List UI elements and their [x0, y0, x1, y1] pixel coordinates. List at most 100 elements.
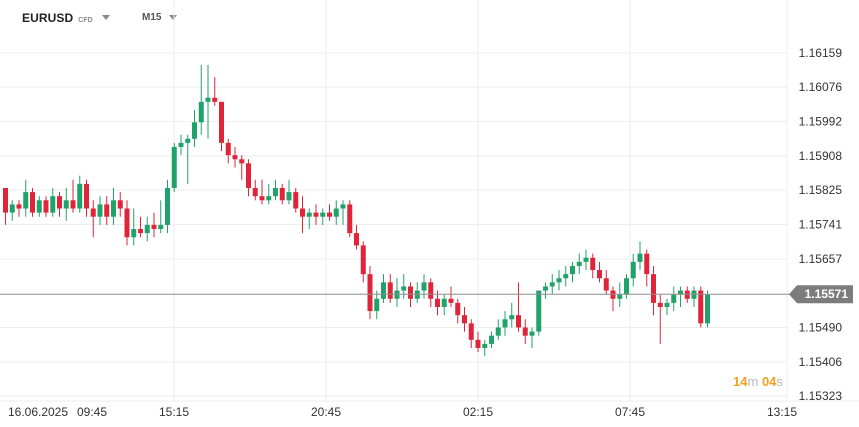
candle-body [617, 294, 623, 299]
candle-body [63, 200, 69, 209]
candle-body [651, 274, 656, 303]
candle-body [705, 294, 710, 324]
symbol-selector[interactable]: EURUSD CFD [22, 11, 110, 25]
y-tick-label: 1.16076 [799, 80, 843, 94]
candle [286, 179, 292, 205]
candle-body [637, 253, 643, 262]
candle [158, 200, 164, 234]
candle [57, 192, 62, 217]
y-tick-label: 1.15825 [799, 183, 843, 197]
candle [198, 64, 204, 135]
candle-body [522, 327, 528, 336]
candle-body [556, 278, 562, 283]
candle-body [9, 204, 15, 213]
candle [448, 286, 454, 307]
candle [556, 270, 562, 291]
countdown-seconds-unit: s [776, 374, 783, 389]
candle [495, 319, 501, 340]
chart-toolbar: EURUSD CFD M15 [0, 0, 859, 34]
candle [462, 306, 467, 332]
candle [16, 200, 22, 217]
candle [570, 261, 575, 283]
candle-body [266, 196, 272, 201]
candle [421, 274, 427, 299]
candle [205, 64, 211, 139]
candle-body [664, 302, 670, 307]
candle-body [131, 229, 137, 238]
candle [671, 286, 677, 312]
x-tick-label: 09:45 [77, 405, 107, 419]
candle-body [421, 282, 427, 291]
candle [705, 290, 710, 328]
candle-body [435, 298, 440, 307]
candle-body [57, 196, 62, 209]
candle [300, 196, 305, 234]
y-tick-label: 1.16159 [799, 46, 843, 60]
candle-body [84, 183, 89, 209]
countdown-seconds: 04 [761, 374, 777, 389]
candle-body [212, 97, 218, 102]
candle-body [144, 224, 150, 234]
chevron-down-icon [101, 15, 110, 20]
candle-body [536, 290, 542, 332]
candle [212, 77, 218, 106]
candle-body [273, 187, 278, 197]
candle [219, 101, 224, 152]
candle [441, 294, 447, 316]
candle-body [90, 208, 96, 217]
candle-body [3, 187, 8, 213]
candle-body [171, 146, 177, 188]
candle [50, 187, 56, 217]
candle [401, 274, 407, 299]
candle-body [448, 298, 454, 303]
candle [3, 187, 8, 225]
candle-body [408, 286, 413, 299]
candle [347, 200, 353, 238]
candle [252, 179, 258, 201]
candle-body [306, 212, 312, 217]
candle-body [185, 138, 191, 143]
candle-body [475, 339, 481, 348]
candle-body [462, 315, 467, 324]
timeframe-selector[interactable]: M15 [142, 12, 178, 23]
candle-body [198, 101, 204, 123]
candle [367, 265, 373, 320]
candle-body [678, 290, 683, 295]
countdown-minutes-unit: m [747, 374, 759, 389]
candle-body [401, 286, 407, 291]
candle-body [158, 224, 164, 230]
time-axis: 16.06.2025 09:45 15:15 20:45 02:15 07:45 13:15 [8, 405, 797, 419]
candle-body [97, 204, 103, 217]
candle [138, 216, 143, 238]
candle [516, 282, 521, 332]
candle [374, 290, 380, 320]
candle [273, 179, 278, 201]
candle [313, 204, 319, 225]
candle-body [104, 204, 110, 217]
candle [529, 327, 535, 348]
candle-body [117, 200, 123, 209]
candle-series [3, 64, 710, 357]
candle-body [381, 282, 386, 299]
candle-body [151, 224, 157, 230]
candle [43, 196, 49, 217]
candle-body [428, 282, 434, 299]
candle-body [205, 97, 211, 102]
candle [502, 311, 508, 336]
candle [165, 179, 170, 234]
candle-body [239, 159, 245, 164]
candle-body [300, 208, 305, 217]
candle-body [644, 253, 650, 275]
candle [36, 196, 42, 217]
candle [9, 200, 15, 221]
candle-body [603, 278, 609, 291]
candle [664, 298, 670, 316]
x-tick-label: 13:15 [767, 405, 797, 419]
y-tick-label: 1.15908 [799, 149, 843, 163]
price-tag-label: 1.15571 [805, 287, 849, 301]
candle [354, 224, 359, 250]
candle-body [30, 192, 35, 213]
candle [657, 294, 663, 344]
candle-body [597, 270, 602, 279]
